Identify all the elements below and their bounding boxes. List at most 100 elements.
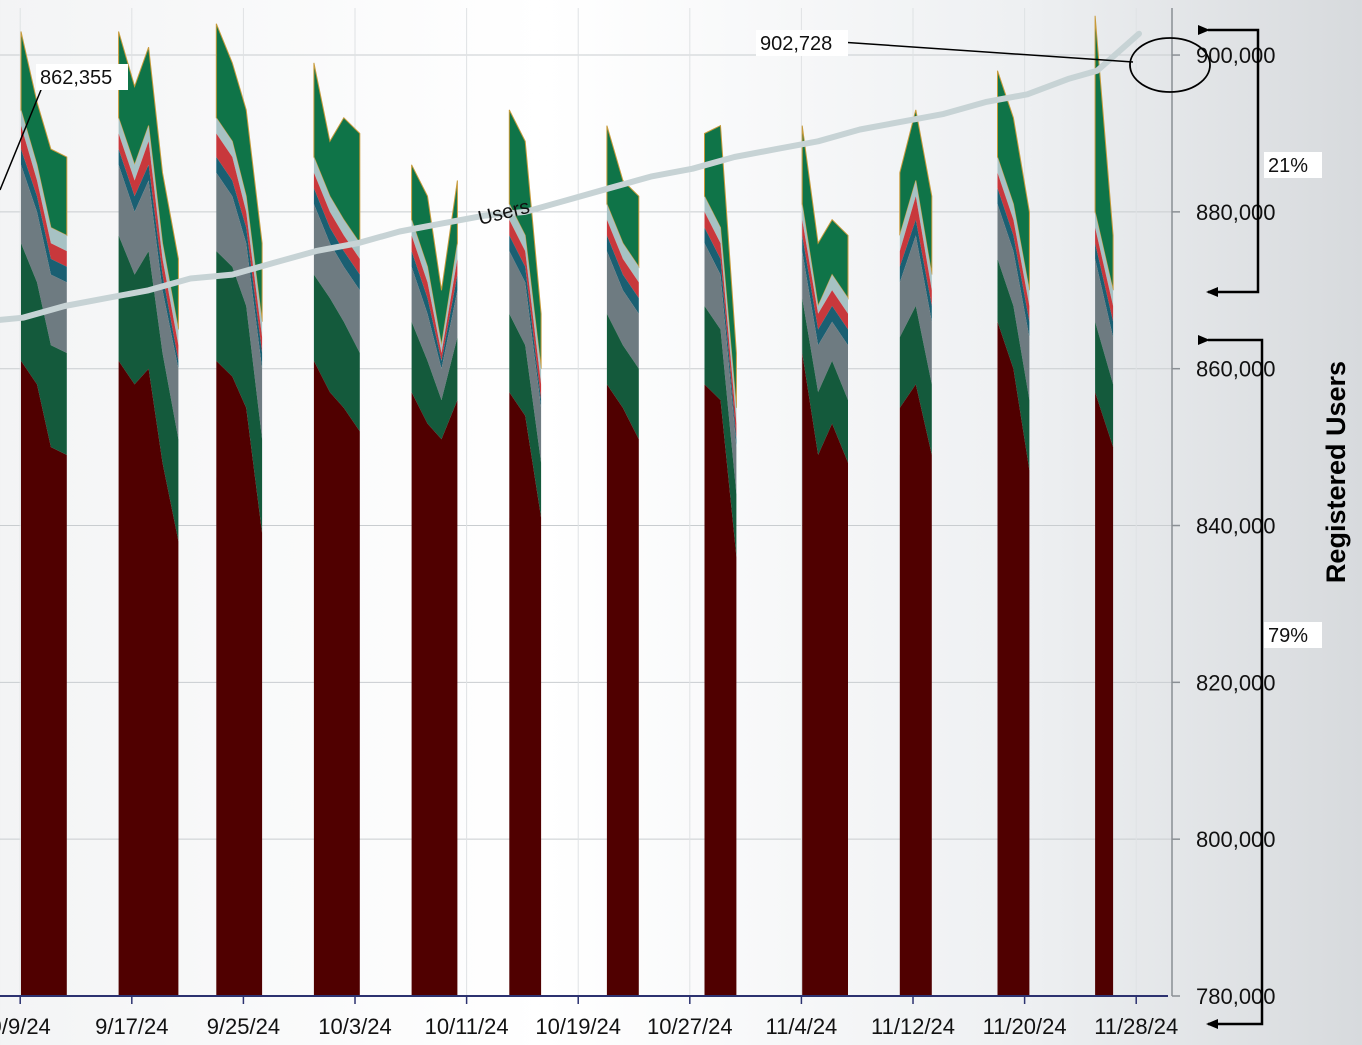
y-tick-label: 880,000: [1196, 200, 1276, 225]
area-band-4: [313, 172, 360, 275]
area-band-2: [509, 251, 542, 463]
area-band-2: [997, 204, 1030, 401]
area-band-0: [411, 392, 458, 996]
area-band-1: [21, 243, 67, 455]
pct-lower-box: [1264, 622, 1322, 648]
gridlines: [0, 8, 1172, 996]
area-band-1: [509, 313, 542, 518]
area-band-5: [21, 109, 67, 252]
area-band-1: [216, 251, 263, 534]
area-band-4: [21, 125, 67, 267]
area-band-3: [118, 149, 179, 369]
pct-lower-label: 79%: [1268, 625, 1308, 647]
area-band-2: [802, 251, 848, 401]
weekday-block: [801, 125, 849, 996]
x-tick-label: 10/19/24: [535, 1014, 621, 1039]
area-band-2: [606, 251, 639, 369]
x-tick-label: 9/9/24: [0, 1014, 51, 1039]
area-band-1: [802, 298, 848, 463]
pct-upper-label: 21%: [1268, 155, 1308, 177]
y-tick-label: 820,000: [1196, 670, 1276, 695]
callout-902: 902,728: [760, 33, 832, 55]
y-tick-label: 860,000: [1196, 357, 1276, 382]
area-band-2: [704, 243, 737, 495]
area-band-1: [1095, 321, 1114, 448]
area-band-0: [118, 360, 179, 996]
weekday-block: [899, 109, 933, 996]
area-band-3: [704, 227, 737, 448]
area-band-2: [899, 235, 932, 385]
x-tick-label: 11/28/24: [1094, 1014, 1178, 1039]
area-band-1: [997, 258, 1030, 471]
area-band-5: [1095, 211, 1114, 306]
area-band-5: [997, 157, 1030, 306]
x-tick-label: 11/12/24: [871, 1014, 955, 1039]
area-band-3: [997, 188, 1030, 338]
x-ticks: 9/9/24 9/17/24 9/25/24 10/3/24 10/11/24 10/19…: [0, 996, 1178, 1039]
area-band-0: [216, 360, 263, 996]
users-line-layer: [0, 30, 1142, 323]
area-band-5: [118, 117, 179, 346]
area-band-4: [802, 219, 848, 330]
weekday-block: [118, 31, 179, 996]
area-band-0: [21, 360, 67, 996]
stacked-areas: [20, 15, 1114, 996]
area-band-3: [606, 235, 639, 314]
x-tick-label: 10/11/24: [425, 1014, 509, 1039]
bracket-lower: [1198, 335, 1264, 1029]
area-band-0: [802, 353, 848, 996]
area-band-5: [802, 204, 848, 314]
area-band-5: [216, 117, 263, 338]
y-tick-label: 800,000: [1196, 827, 1276, 852]
area-band-4: [606, 219, 639, 299]
area-band-3: [411, 251, 458, 369]
area-band-4: [704, 211, 737, 440]
area-band-1: [704, 306, 737, 557]
area-band-5: [704, 196, 737, 424]
area-band-5: [313, 157, 360, 259]
area-band-3: [21, 149, 67, 283]
weekday-block: [313, 62, 361, 996]
y-ticks: 780,000 800,000 820,000 840,000 860,000 880,0…: [1172, 43, 1276, 1009]
area-band-4: [509, 219, 542, 401]
weekday-block: [704, 124, 737, 996]
area-band-0: [606, 384, 639, 996]
area-band-5: [411, 219, 458, 353]
area-band-0: [899, 384, 932, 996]
area-band-1: [411, 321, 458, 440]
area-band-1: [899, 306, 932, 455]
area-band-3: [313, 188, 360, 291]
weekday-block: [411, 164, 458, 996]
area-band-1: [313, 274, 360, 432]
area-band-5: [606, 204, 639, 283]
area-band-3: [509, 235, 542, 408]
area-band-3: [1095, 243, 1114, 338]
area-band-0: [313, 360, 360, 996]
x-tick-label: 9/25/24: [207, 1014, 280, 1039]
area-band-2: [1095, 258, 1114, 385]
x-tick-label: 10/27/24: [647, 1014, 733, 1039]
area-band-4: [216, 133, 263, 353]
area-band-0: [1095, 392, 1114, 996]
area-band-5: [509, 204, 542, 385]
area-band-0: [997, 321, 1030, 996]
area-band-4: [997, 172, 1030, 322]
area-band-2: [216, 172, 263, 440]
leader-line-862: [0, 84, 44, 191]
area-band-3: [899, 219, 932, 322]
area-band-1: [606, 313, 639, 440]
area-band-4: [1095, 227, 1114, 322]
area-band-0: [704, 384, 737, 996]
leader-line-902: [839, 41, 1134, 63]
area-band-3: [216, 157, 263, 369]
callout-902-box: [756, 30, 848, 56]
area-band-4: [411, 235, 458, 361]
x-tick-label: 11/4/24: [766, 1014, 838, 1039]
weekday-block: [1094, 15, 1114, 996]
bracket-upper: [1198, 25, 1260, 297]
pct-upper-box: [1264, 152, 1322, 178]
weekday-block: [997, 70, 1030, 996]
weekday-block: [215, 23, 263, 996]
area-band-2: [313, 204, 360, 353]
